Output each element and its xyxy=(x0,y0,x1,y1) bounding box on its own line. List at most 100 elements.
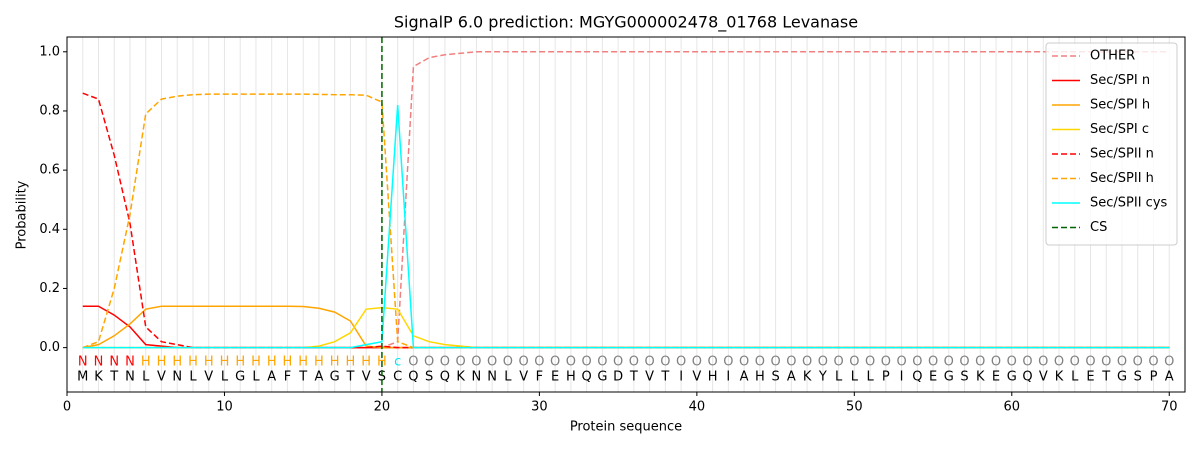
x-tick-label: 40 xyxy=(689,400,706,415)
residue-label: O xyxy=(1038,355,1048,370)
residue-label: O xyxy=(896,355,906,370)
y-tick-label: 0.6 xyxy=(39,163,60,178)
residue-label: H xyxy=(298,355,308,370)
residue: L xyxy=(189,370,197,385)
residue-label: O xyxy=(1007,355,1017,370)
residue: L xyxy=(835,370,843,385)
residue: S xyxy=(960,370,968,385)
series-line xyxy=(82,305,1170,349)
residue-label: O xyxy=(739,355,749,370)
residue-label: H xyxy=(251,355,261,370)
residue-label: O xyxy=(1164,355,1174,370)
residue: V xyxy=(204,370,213,385)
residue: A xyxy=(267,370,276,385)
residue: P xyxy=(1150,370,1158,385)
residue: L xyxy=(142,370,150,385)
residue: Y xyxy=(818,370,827,385)
residue: K xyxy=(456,370,465,385)
legend-label: Sec/SPI h xyxy=(1090,98,1150,113)
residue-label: O xyxy=(1117,355,1127,370)
residue: G xyxy=(1007,370,1017,385)
residue-label: O xyxy=(613,355,623,370)
residue: V xyxy=(1039,370,1048,385)
residue-label: O xyxy=(471,355,481,370)
residue-label: H xyxy=(283,355,293,370)
residue-label: O xyxy=(707,355,717,370)
residue-label: H xyxy=(361,355,371,370)
series-line xyxy=(82,51,1170,349)
residue: L xyxy=(866,370,874,385)
series-line xyxy=(82,104,1170,349)
residue: Q xyxy=(408,370,418,385)
residue-label: N xyxy=(109,355,119,370)
y-tick-label: 1.0 xyxy=(39,44,60,59)
residue-label: N xyxy=(94,355,104,370)
residue-label: c xyxy=(394,355,401,370)
residue-label: O xyxy=(1070,355,1080,370)
residue: I xyxy=(726,370,730,385)
residue-label: O xyxy=(818,355,828,370)
residue: K xyxy=(94,370,103,385)
residue: L xyxy=(1071,370,1079,385)
series-line xyxy=(82,93,1170,349)
residue: N xyxy=(487,370,497,385)
residue-label: O xyxy=(849,355,859,370)
residue: A xyxy=(1165,370,1174,385)
y-tick-label: 0.0 xyxy=(39,340,60,355)
residue-label: O xyxy=(519,355,529,370)
residue-label: O xyxy=(723,355,733,370)
residue: F xyxy=(284,370,291,385)
x-tick-label: 0 xyxy=(63,400,71,415)
residue: V xyxy=(362,370,371,385)
residue: P xyxy=(882,370,890,385)
residue-label: O xyxy=(944,355,954,370)
residue-label: O xyxy=(1148,355,1158,370)
residue-label: O xyxy=(1133,355,1143,370)
residue-label: O xyxy=(440,355,450,370)
residue-label: N xyxy=(125,355,135,370)
residue: T xyxy=(629,370,638,385)
residue-label: O xyxy=(1022,355,1032,370)
legend-label: Sec/SPI n xyxy=(1090,73,1150,88)
residue-label: O xyxy=(660,355,670,370)
x-tick-label: 30 xyxy=(531,400,548,415)
x-axis-label: Protein sequence xyxy=(570,420,682,435)
residue: V xyxy=(692,370,701,385)
residue: L xyxy=(252,370,260,385)
residue-label: O xyxy=(629,355,639,370)
residue: S xyxy=(378,370,386,385)
residue: G xyxy=(1117,370,1127,385)
x-tick-label: 20 xyxy=(374,400,391,415)
residue: E xyxy=(551,370,559,385)
residue-label: O xyxy=(408,355,418,370)
residue: G xyxy=(330,370,340,385)
residue-label: H xyxy=(235,355,245,370)
residue: Q xyxy=(1022,370,1032,385)
residue: E xyxy=(992,370,1000,385)
residue: T xyxy=(1101,370,1110,385)
residue-label: O xyxy=(550,355,560,370)
residue: A xyxy=(740,370,749,385)
residue: G xyxy=(944,370,954,385)
residue-label: H xyxy=(204,355,214,370)
residue-label: H xyxy=(314,355,324,370)
residue-label: H xyxy=(172,355,182,370)
residue-label: O xyxy=(645,355,655,370)
residue: S xyxy=(1134,370,1142,385)
residue: Q xyxy=(440,370,450,385)
residue-label: O xyxy=(1101,355,1111,370)
residue: H xyxy=(566,370,576,385)
residue: K xyxy=(976,370,985,385)
series-line xyxy=(82,92,1170,349)
residue: S xyxy=(425,370,433,385)
legend-label: OTHER xyxy=(1090,49,1135,64)
residue-label: O xyxy=(597,355,607,370)
plot-frame xyxy=(66,36,1186,393)
residue-label: O xyxy=(582,355,592,370)
residue: H xyxy=(755,370,765,385)
residue: L xyxy=(504,370,512,385)
residue: H xyxy=(708,370,718,385)
residue: T xyxy=(298,370,307,385)
residue-label: O xyxy=(534,355,544,370)
